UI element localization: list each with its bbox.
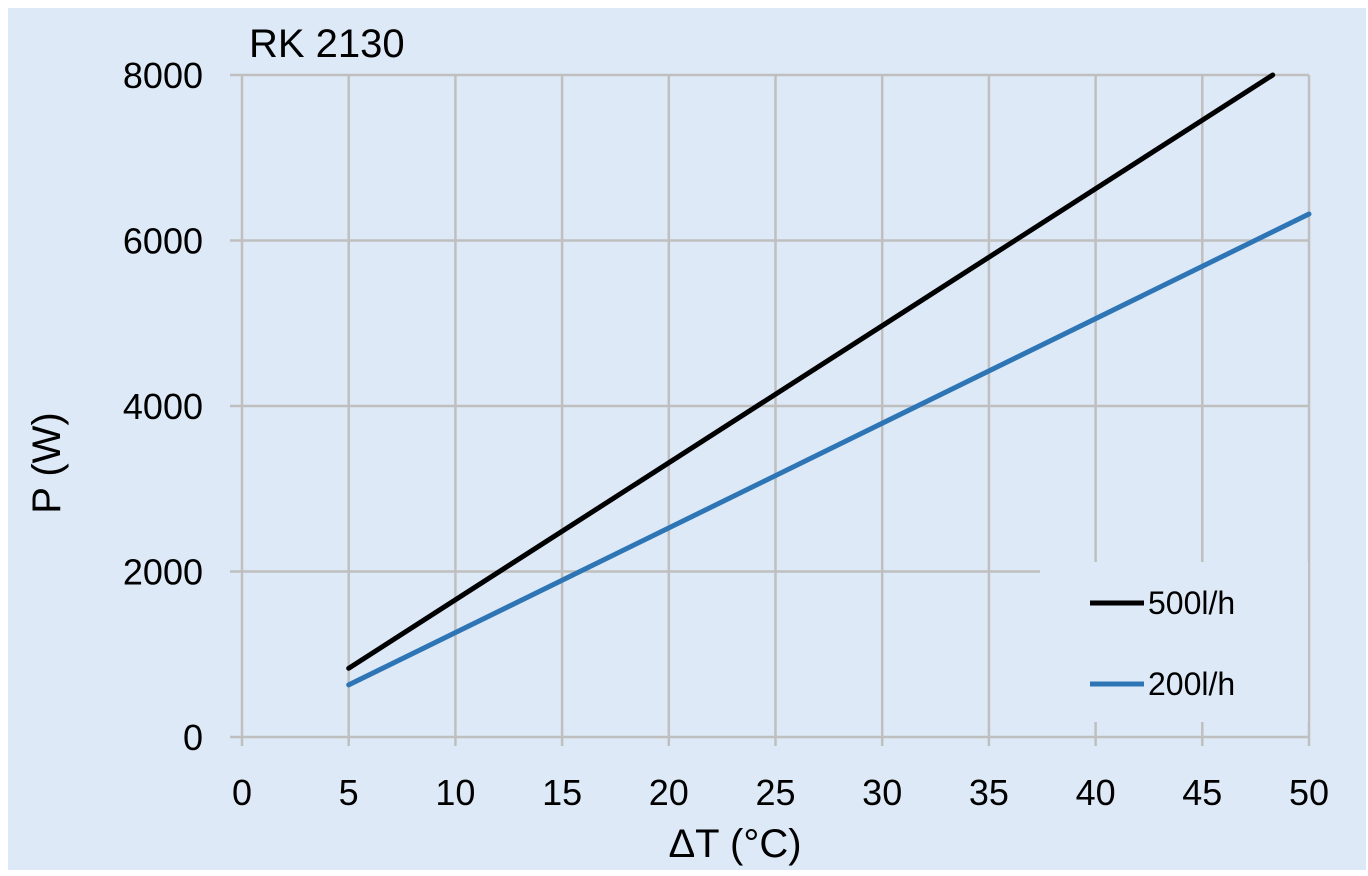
x-tick-label: 50 (1289, 772, 1329, 813)
legend-label-500lh: 500l/h (1148, 585, 1235, 621)
x-tick-label: 45 (1182, 772, 1222, 813)
chart-title: RK 2130 (249, 22, 405, 66)
series-line-0 (346, 72, 1276, 671)
x-tick-label: 30 (862, 772, 902, 813)
y-tick-label: 8000 (123, 55, 203, 96)
x-tick-label: 25 (755, 772, 795, 813)
x-tick-label: 0 (232, 772, 252, 813)
y-tick-label: 6000 (123, 221, 203, 262)
legend-label-200lh: 200l/h (1148, 666, 1235, 702)
x-tick-label: 40 (1076, 772, 1116, 813)
series-line-1 (346, 211, 1312, 688)
x-tick-label: 15 (542, 772, 582, 813)
x-axis-title: ΔT (°C) (668, 822, 801, 866)
x-tick-label: 20 (649, 772, 689, 813)
x-tick-label: 10 (435, 772, 475, 813)
x-tick-label: 35 (969, 772, 1009, 813)
y-axis-title: P (W) (25, 412, 69, 513)
x-tick-label: 5 (339, 772, 359, 813)
y-tick-label: 0 (183, 717, 203, 758)
chart-background (8, 8, 1366, 870)
tick-labels: 0 5 10 15 20 25 30 35 40 45 50 0 2000 4000 6000 8000 (123, 55, 1329, 813)
legend-background (1040, 562, 1308, 722)
y-tick-label: 4000 (123, 386, 203, 427)
series-lines (346, 72, 1312, 688)
y-tick-label: 2000 (123, 552, 203, 593)
legend: 500l/h 200l/h (1040, 562, 1308, 722)
